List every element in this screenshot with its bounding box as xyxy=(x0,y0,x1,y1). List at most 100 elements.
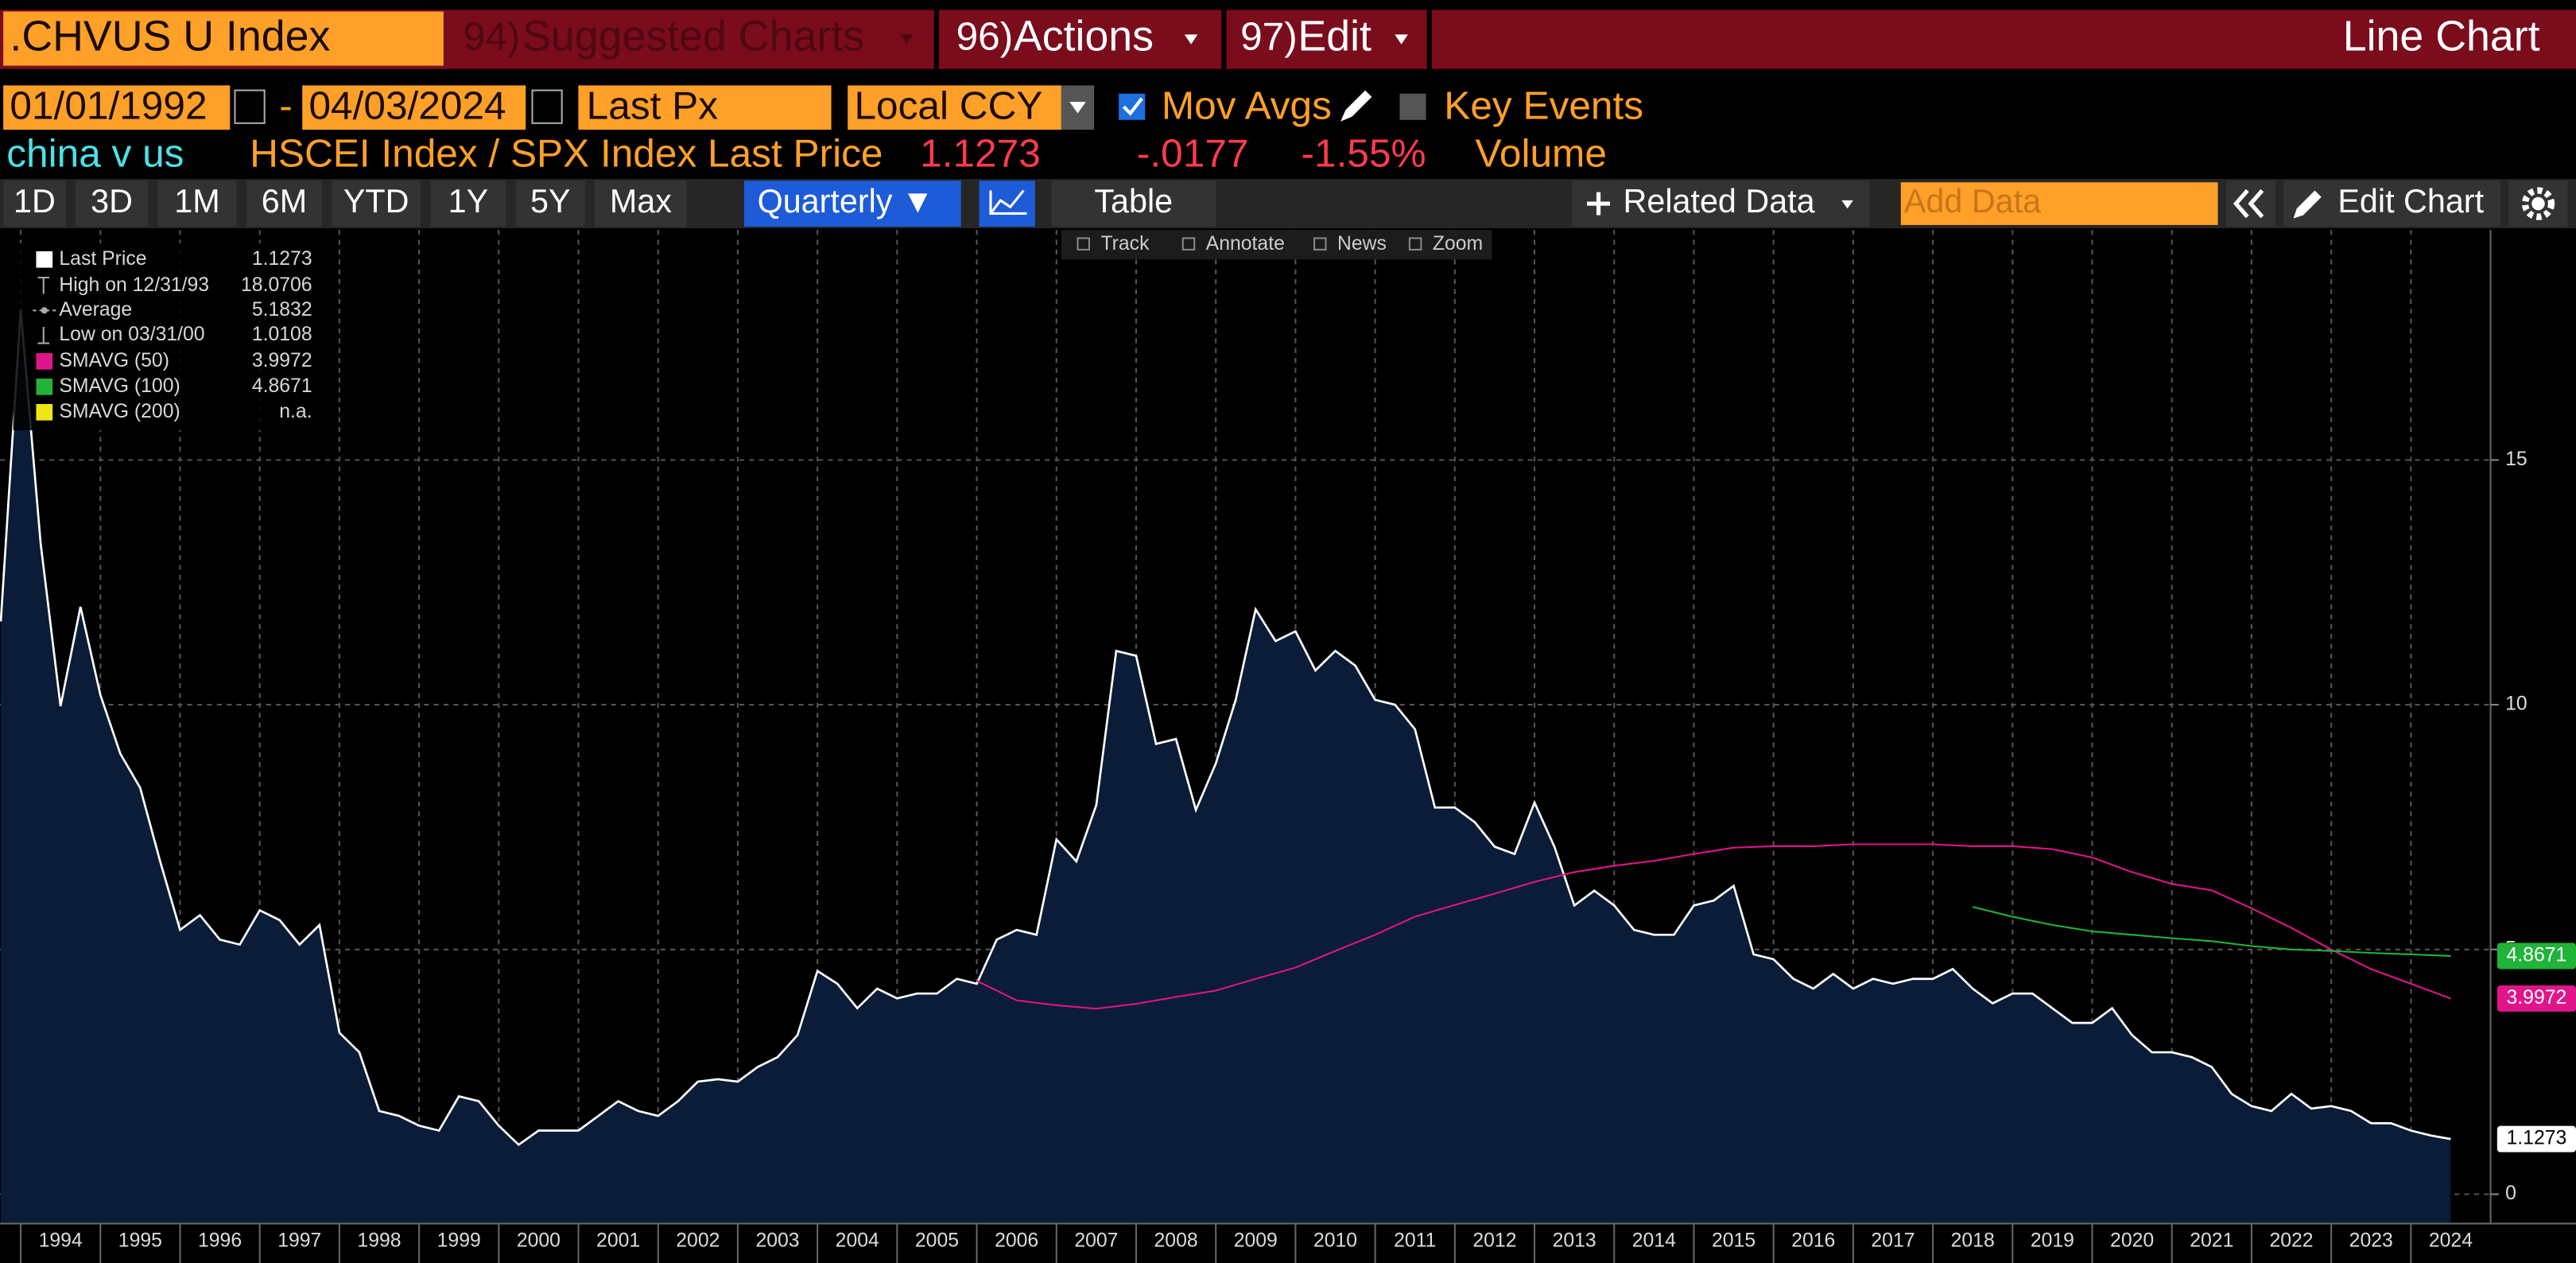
x-tick-label: 1995 xyxy=(118,1230,162,1252)
legend-value: 1.0108 xyxy=(252,324,312,345)
x-tick-label: 2008 xyxy=(1154,1230,1198,1252)
tools: Track Annotate News Zoom xyxy=(1077,233,1483,255)
x-tick-label: 2009 xyxy=(1234,1230,1278,1252)
line-icon xyxy=(989,189,1027,216)
period: 1Y xyxy=(448,183,489,220)
currency-box[interactable] xyxy=(848,85,1061,130)
value-tag xyxy=(2496,1125,2576,1152)
x-tick-label: 2001 xyxy=(596,1230,640,1252)
edit[interactable]: Edit xyxy=(1298,13,1371,60)
period: Max xyxy=(610,183,672,220)
security-box[interactable] xyxy=(3,11,444,66)
legend-label: SMAVG (50) xyxy=(59,350,169,371)
period-button[interactable] xyxy=(246,181,322,227)
date-sep: - xyxy=(279,83,293,127)
period-button[interactable] xyxy=(430,181,506,227)
period: 6M xyxy=(262,183,307,220)
legend-swatch xyxy=(36,251,53,268)
tool-icon xyxy=(1313,237,1327,251)
legend-icon xyxy=(37,326,49,344)
period-button[interactable] xyxy=(3,181,66,227)
value-tag xyxy=(2496,942,2576,970)
period-button[interactable] xyxy=(515,181,585,227)
x-tick-label: 2016 xyxy=(1791,1230,1835,1252)
key-events[interactable]: Key Events xyxy=(1444,83,1643,127)
x-tick-label: 2022 xyxy=(2269,1230,2313,1252)
legend-value: 18.0706 xyxy=(241,274,312,296)
x-tick-label: 2013 xyxy=(1553,1230,1596,1252)
tool-icon xyxy=(1077,237,1091,251)
period-button[interactable] xyxy=(595,181,687,227)
legend-value: 5.1832 xyxy=(252,299,312,321)
end-date: 04/03/2024 xyxy=(308,83,506,127)
x-tick-label: 2021 xyxy=(2190,1230,2233,1252)
x-tick-label: 2019 xyxy=(2031,1230,2074,1252)
mov-avgs-checkbox[interactable] xyxy=(1119,93,1146,120)
edit-chart: Edit Chart xyxy=(2337,183,2484,220)
tool[interactable]: Zoom xyxy=(1433,233,1483,255)
x-tick-label: 2010 xyxy=(1313,1230,1357,1252)
actions[interactable]: Actions xyxy=(1014,13,1154,60)
y-tick-label: 10 xyxy=(2505,694,2528,715)
legend-label: Last Price xyxy=(59,248,146,270)
dropdown-arrow xyxy=(900,34,914,45)
x-tick-label: 1996 xyxy=(198,1230,242,1252)
add-data-box[interactable] xyxy=(1900,182,2218,225)
x-tick-label: 2004 xyxy=(836,1230,879,1252)
x-tick-label: 2006 xyxy=(995,1230,1038,1252)
gear-icon xyxy=(2521,187,2555,220)
calendar-icon[interactable] xyxy=(531,89,563,124)
table-button[interactable] xyxy=(1051,181,1216,227)
suggested-button[interactable] xyxy=(450,11,933,66)
period: 3D xyxy=(91,183,133,220)
area xyxy=(0,309,2451,1224)
dropdown-arrow xyxy=(1069,102,1086,114)
mov-avgs[interactable]: Mov Avgs xyxy=(1162,83,1332,127)
period-button[interactable] xyxy=(157,181,237,227)
dropdown-arrow xyxy=(1841,200,1853,209)
tool[interactable]: Annotate xyxy=(1206,233,1285,255)
frequency-button[interactable] xyxy=(744,181,961,227)
suggested-num: 94) xyxy=(464,14,521,59)
value-tag-label: 1.1273 xyxy=(2507,1128,2567,1149)
volume: Volume xyxy=(1476,130,1607,175)
x-tick-label: 2023 xyxy=(2349,1230,2393,1252)
actions-num[interactable]: 96) xyxy=(956,14,1014,59)
x-tick-label: 2017 xyxy=(1871,1230,1915,1252)
edit-chart-button[interactable] xyxy=(2283,181,2500,227)
x-tick-label: 1999 xyxy=(437,1230,481,1252)
line xyxy=(1972,906,2451,957)
key-events-checkbox[interactable] xyxy=(1399,93,1426,120)
change: -.0177 xyxy=(1137,130,1249,175)
legend-box xyxy=(13,243,323,431)
tool[interactable]: Track xyxy=(1100,233,1150,255)
legend-icon xyxy=(41,307,48,314)
period: 1M xyxy=(174,183,219,220)
period: 1D xyxy=(14,183,56,220)
suggested: Suggested Charts xyxy=(522,13,864,60)
y-tick-label: 15 xyxy=(2505,449,2528,470)
related-button[interactable] xyxy=(1572,181,1870,227)
x-tick-label: 2018 xyxy=(1951,1230,1995,1252)
y-tick-label: 0 xyxy=(2505,1183,2516,1204)
pencil-icon[interactable] xyxy=(1340,90,1372,122)
x-tick-label: 1994 xyxy=(39,1230,83,1252)
x-tick-label: 1997 xyxy=(277,1230,321,1252)
edit-num[interactable]: 97) xyxy=(1240,14,1298,59)
chart-name: china v us xyxy=(6,130,184,175)
line xyxy=(0,309,2451,1147)
description: HSCEI Index / SPX Index Last Price xyxy=(250,130,883,175)
period: 5Y xyxy=(530,183,571,220)
x-tick-label: 2024 xyxy=(2429,1230,2473,1252)
start-date-box[interactable] xyxy=(3,85,231,130)
gear-icon xyxy=(2531,196,2545,211)
dropdown-arrow xyxy=(1184,34,1198,45)
x-tick-label: 2020 xyxy=(2110,1230,2154,1252)
end-date-box[interactable] xyxy=(302,85,526,130)
field: Last Px xyxy=(587,83,719,127)
period-button[interactable] xyxy=(332,181,421,227)
period-button[interactable] xyxy=(76,181,148,227)
tool[interactable]: News xyxy=(1337,233,1387,255)
field-box[interactable] xyxy=(578,85,832,130)
calendar-icon[interactable] xyxy=(234,89,266,124)
